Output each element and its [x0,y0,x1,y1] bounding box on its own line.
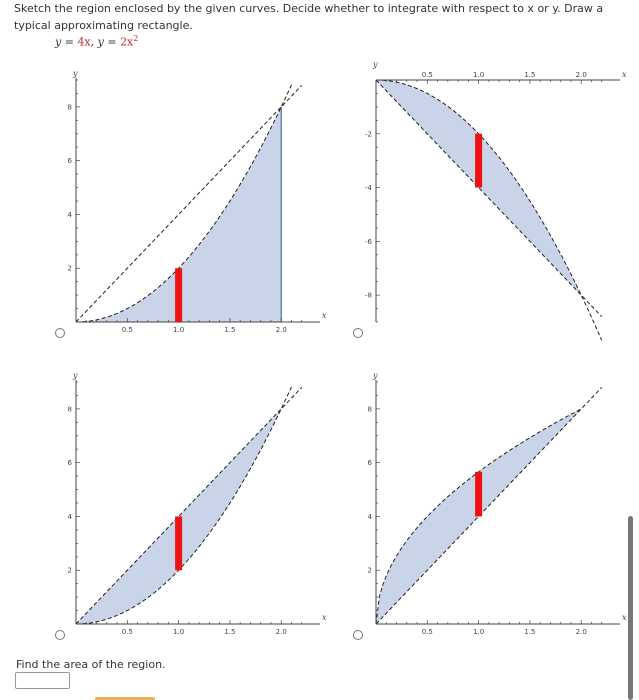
x-axis-label: x [322,311,327,320]
x-axis-label: x [322,613,327,622]
approximating-rectangle [175,516,183,571]
x-tick-label: 2.0 [576,71,587,79]
x-tick-label: 1.5 [524,71,535,79]
curve-4sqrt2x [375,408,582,625]
curve-2x2 [375,79,603,341]
radio-option-4[interactable] [353,630,363,640]
x-tick-label: 0.5 [422,71,433,79]
x-tick-label: 1.0 [473,628,484,636]
y-tick-label: -8 [365,292,372,300]
x-tick-label: 1.0 [173,326,184,334]
graph-option-1-svg: x y 0.5 1.0 1.5 2.0 2 4 6 8 [68,69,327,334]
problem-prompt: Sketch the region enclosed by the given … [14,2,604,32]
graph-option-3-svg: x y 0.5 1.0 1.5 2.0 2 4 6 8 [68,371,327,636]
y-tick-label: -6 [365,238,373,246]
y-tick-label: 2 [68,265,72,273]
y-tick-label: 6 [368,459,373,467]
curve-2x2 [75,386,292,625]
y-tick-label: 6 [68,459,73,467]
y-tick-label: -4 [365,184,373,192]
radio-option-1[interactable] [55,328,65,338]
x-tick-label: 2.0 [276,326,287,334]
y-tick-label: 4 [368,513,373,521]
curve-4x [75,387,303,625]
graph-option-4: x y 0.5 1.0 1.5 2.0 2 4 6 8 [362,371,632,642]
x-tick-label: 0.5 [122,326,133,334]
y-tick-label: 8 [68,103,72,111]
y-axis-label: y [72,69,78,78]
x-axis-label: x [622,613,627,622]
equation-y1-value: 4x [77,35,91,49]
y-tick-label: 2 [368,567,372,575]
approximating-rectangle [475,133,483,188]
x-tick-label: 1.0 [473,71,484,79]
find-area-label: Find the area of the region. [16,658,166,671]
equation-y1-prefix: y = [55,35,78,49]
y-tick-label: 6 [68,157,73,165]
x-tick-label: 1.5 [224,326,235,334]
graph-option-2: x y 0.5 1.0 1.5 2.0 -2 -4 -6 -8 [362,60,632,341]
equation-y2-exponent: 2 [133,34,139,43]
equation-line: y = 4x, y = 2x2 [55,34,138,49]
y-axis-label: y [72,371,78,380]
y-tick-label: 4 [68,211,73,219]
y-tick-label: 8 [368,405,372,413]
x-tick-label: 1.0 [173,628,184,636]
area-answer-input[interactable] [15,672,70,689]
x-tick-label: 0.5 [122,628,133,636]
graph-option-4-svg: x y 0.5 1.0 1.5 2.0 2 4 6 8 [368,371,627,636]
x-tick-label: 1.5 [524,628,535,636]
radio-option-2[interactable] [353,328,363,338]
x-tick-label: 0.5 [422,628,433,636]
curve-4x [375,79,603,317]
equation-separator: , y = [90,35,121,49]
y-tick-label: -2 [365,130,372,138]
graph-option-2-svg: x y 0.5 1.0 1.5 2.0 -2 -4 -6 -8 [365,60,627,341]
curve-4x [375,387,603,625]
y-tick-label: 2 [68,567,72,575]
curve-4x [75,85,303,323]
radio-option-3[interactable] [55,630,65,640]
shaded-region [76,106,282,322]
curve-2x2 [75,84,292,323]
x-tick-label: 2.0 [276,628,287,636]
x-axis-label: x [622,70,627,79]
graph-option-3: x y 0.5 1.0 1.5 2.0 2 4 6 8 [62,371,332,642]
y-axis-label: y [372,60,378,69]
y-tick-label: 4 [68,513,73,521]
approximating-rectangle [175,268,183,322]
vertical-scrollbar[interactable] [628,516,633,700]
approximating-rectangle [475,471,483,517]
graph-option-1: x y 0.5 1.0 1.5 2.0 2 4 6 8 [62,69,332,340]
y-axis-label: y [372,371,378,380]
equation-y2-value: 2x [120,35,134,49]
x-tick-label: 1.5 [224,628,235,636]
submit-button[interactable] [95,697,155,700]
shaded-region [376,408,582,624]
y-tick-label: 8 [68,405,72,413]
x-tick-label: 2.0 [576,628,587,636]
